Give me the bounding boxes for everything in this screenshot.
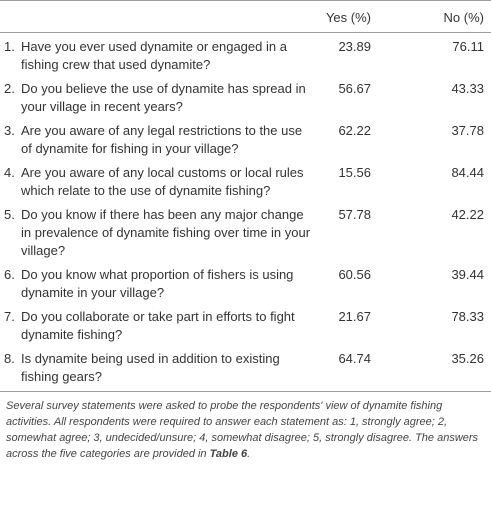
question-text: Do you know what proportion of fishers i… bbox=[21, 267, 294, 300]
question-cell: 8. Is dynamite being used in addition to … bbox=[0, 347, 315, 392]
table-row: 4. Are you aware of any local customs or … bbox=[0, 161, 491, 203]
table-body: 1. Have you ever used dynamite or engaged… bbox=[0, 33, 491, 392]
question-cell: 7. Do you collaborate or take part in eff… bbox=[0, 305, 315, 347]
question-text: Are you aware of any local customs or lo… bbox=[21, 165, 304, 198]
yes-value: 15.56 bbox=[338, 165, 371, 180]
question-text: Have you ever used dynamite or engaged i… bbox=[21, 39, 287, 72]
header-row: Yes (%) No (%) bbox=[0, 0, 491, 33]
table-footnote: Several survey statements were asked to … bbox=[0, 392, 491, 462]
survey-table: Yes (%) No (%) 1. Have you ever used dyna… bbox=[0, 0, 491, 392]
footnote-end: . bbox=[247, 448, 251, 460]
table-row: 1. Have you ever used dynamite or engaged… bbox=[0, 33, 491, 78]
table-row: 8. Is dynamite being used in addition to … bbox=[0, 347, 491, 392]
question-number: 7. bbox=[4, 309, 15, 324]
header-no: No (%) bbox=[405, 0, 491, 33]
question-cell: 4. Are you aware of any local customs or … bbox=[0, 161, 315, 203]
question-cell: 5. Do you know if there has been any majo… bbox=[0, 203, 315, 263]
table-row: 5. Do you know if there has been any majo… bbox=[0, 203, 491, 263]
no-value: 42.22 bbox=[451, 207, 484, 222]
no-value: 76.11 bbox=[452, 39, 484, 54]
no-value: 84.44 bbox=[451, 165, 484, 180]
question-cell: 1. Have you ever used dynamite or engaged… bbox=[0, 33, 315, 78]
question-number: 3. bbox=[4, 123, 15, 138]
no-value: 35.26 bbox=[405, 347, 491, 392]
table-row: 3. Are you aware of any legal restriction… bbox=[0, 119, 491, 161]
yes-value: 56.67 bbox=[338, 81, 371, 96]
no-value: 78.33 bbox=[451, 309, 484, 324]
question-cell: 2. Do you believe the use of dynamite has… bbox=[0, 77, 315, 119]
question-number: 2. bbox=[4, 81, 15, 96]
yes-value: 23.89 bbox=[338, 39, 371, 54]
question-text: Do you know if there has been any major … bbox=[21, 207, 311, 258]
yes-value: 21.67 bbox=[338, 309, 371, 324]
question-number: 6. bbox=[4, 267, 15, 282]
question-number: 8. bbox=[4, 351, 15, 366]
table-row: 6. Do you know what proportion of fishers… bbox=[0, 263, 491, 305]
header-yes: Yes (%) bbox=[315, 0, 405, 33]
question-number: 5. bbox=[4, 207, 15, 222]
question-text: Is dynamite being used in addition to ex… bbox=[21, 351, 280, 384]
footnote-text: Several survey statements were asked to … bbox=[6, 400, 479, 460]
question-cell: 6. Do you know what proportion of fishers… bbox=[0, 263, 315, 305]
yes-value: 64.74 bbox=[315, 347, 405, 392]
table-row: 7. Do you collaborate or take part in eff… bbox=[0, 305, 491, 347]
question-text: Do you believe the use of dynamite has s… bbox=[21, 81, 306, 114]
survey-table-container: Yes (%) No (%) 1. Have you ever used dyna… bbox=[0, 0, 491, 462]
question-text: Do you collaborate or take part in effor… bbox=[21, 309, 295, 342]
footnote-table-reference: Table 6 bbox=[209, 448, 248, 460]
no-value: 37.78 bbox=[451, 123, 484, 138]
question-number: 1. bbox=[4, 39, 15, 54]
question-number: 4. bbox=[4, 165, 15, 180]
question-cell: 3. Are you aware of any legal restriction… bbox=[0, 119, 315, 161]
header-question bbox=[0, 0, 315, 33]
no-value: 43.33 bbox=[451, 81, 484, 96]
question-text: Are you aware of any legal restrictions … bbox=[21, 123, 303, 156]
yes-value: 60.56 bbox=[338, 267, 371, 282]
yes-value: 62.22 bbox=[338, 123, 371, 138]
table-header: Yes (%) No (%) bbox=[0, 0, 491, 33]
no-value: 39.44 bbox=[451, 267, 484, 282]
table-row: 2. Do you believe the use of dynamite has… bbox=[0, 77, 491, 119]
yes-value: 57.78 bbox=[338, 207, 371, 222]
